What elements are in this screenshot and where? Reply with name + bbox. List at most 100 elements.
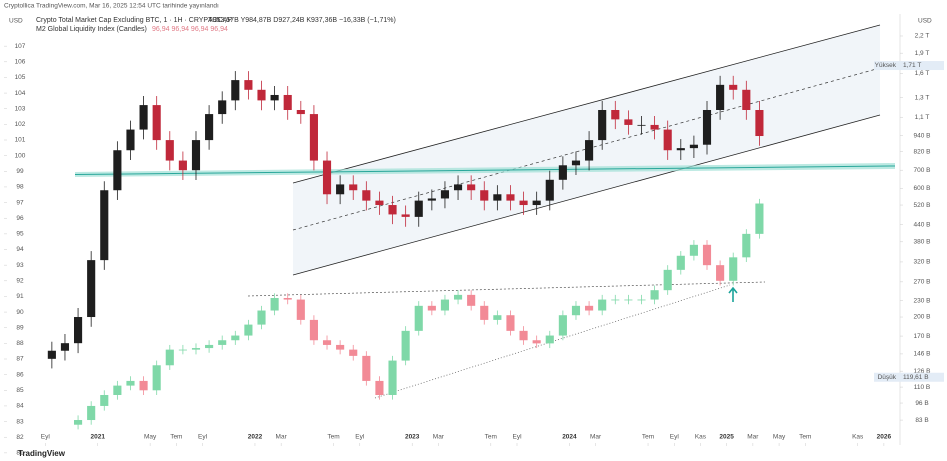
candle-body: [270, 298, 279, 311]
candle-body: [270, 94, 279, 101]
candle-body: [336, 344, 345, 350]
candle-body: [388, 360, 397, 395]
x-tick-label: Mar: [590, 434, 602, 441]
candle-body: [309, 114, 318, 161]
y-tick-label: 106: [15, 59, 26, 66]
candle-body: [257, 310, 266, 325]
candle-body: [585, 305, 594, 311]
candle-body: [545, 179, 554, 201]
y2-tick-label: 1,1 T: [915, 114, 930, 121]
y-tick-label: 102: [15, 121, 26, 128]
channel-upper: [292, 24, 881, 184]
candle-body: [74, 420, 83, 425]
y2-tick-label: 96 B: [915, 400, 928, 407]
candle-body: [47, 350, 56, 359]
candle-body: [755, 109, 764, 137]
x-tick-label: Tem: [642, 434, 654, 441]
candle-body: [362, 190, 371, 201]
y-tick-label: 83: [16, 418, 24, 425]
legend-series-1: M2 Global Liquidity Index (Candles): [36, 26, 147, 33]
candle-body: [519, 200, 528, 206]
y2-tick-label: 380 B: [914, 239, 931, 246]
candle-body: [729, 257, 738, 281]
x-tick-label: 2021: [90, 434, 105, 441]
candle-body: [650, 290, 659, 300]
candle-body: [296, 299, 305, 320]
candle-body: [624, 119, 633, 125]
candle-body: [611, 109, 620, 120]
y2-tick-label: 230 B: [914, 297, 931, 304]
candle-body: [558, 315, 567, 336]
legend-readout-0: A953,57B Y984,87B D927,24B K937,36B −16,…: [208, 17, 396, 24]
x-tick-label: May: [773, 434, 786, 441]
candle-body: [611, 299, 620, 301]
candle-body: [126, 380, 135, 386]
candle-body: [375, 380, 384, 395]
candle-body: [100, 394, 109, 406]
candle-body: [100, 190, 109, 261]
y2-tick-label: 146 B: [914, 351, 931, 358]
candle-body: [467, 294, 476, 306]
y-unit: USD: [9, 18, 23, 25]
y2-tick-label: 820 B: [914, 148, 931, 155]
candle-body: [453, 294, 463, 300]
candle-body: [244, 80, 253, 90]
y2-tick-label: 2,2 T: [915, 33, 930, 40]
candle-body: [506, 194, 515, 201]
candle-body: [74, 317, 83, 344]
candle-body: [742, 89, 751, 110]
candle-body: [322, 160, 332, 195]
candle-body: [624, 299, 633, 301]
price-flag-label: 119,61 B: [903, 374, 929, 381]
x-tick-label: Eyl: [670, 434, 680, 441]
candle-body: [87, 405, 96, 421]
candle-body: [178, 349, 187, 351]
brand: TradingView: [18, 449, 66, 458]
x-tick-label: May: [144, 434, 157, 441]
y-tick-label: 99: [16, 168, 24, 175]
y-tick-label: 82: [16, 434, 24, 441]
price-flag-text: Yüksek: [875, 62, 897, 69]
y-tick-label: 84: [16, 403, 24, 410]
x-tick-label: 2026: [877, 434, 892, 441]
candle-body: [218, 100, 227, 115]
y2-tick-label: 1,3 T: [915, 94, 930, 101]
x-tick-label: 2024: [562, 434, 577, 441]
candle-body: [231, 335, 240, 341]
candle-body: [716, 265, 725, 281]
candle-body: [414, 305, 423, 331]
legend-series-0: Crypto Total Market Cap Excluding BTC, 1…: [36, 17, 232, 24]
x-tick-label: Tem: [170, 434, 182, 441]
candle-body: [309, 319, 318, 341]
candle-body: [702, 109, 712, 145]
y2-tick-label: 320 B: [914, 259, 931, 266]
candle-body: [165, 140, 174, 161]
price-flag-bg: [874, 61, 944, 71]
candle-body: [87, 260, 96, 318]
y-tick-label: 87: [16, 356, 24, 363]
candle-body: [349, 184, 358, 191]
candle-body: [585, 140, 594, 161]
candle-body: [716, 84, 725, 110]
candle-body: [571, 305, 581, 316]
support-line: [74, 165, 896, 175]
candle-body: [126, 129, 135, 151]
candle-body: [336, 184, 345, 195]
candle-body: [165, 349, 174, 366]
y2-tick-label: 520 B: [914, 202, 931, 209]
candle-body: [401, 330, 410, 361]
candle-body: [663, 129, 672, 151]
y2-tick-label: 600 B: [914, 185, 931, 192]
candle-body: [349, 349, 358, 356]
candle-body: [218, 340, 227, 345]
legend-readout-1: 96,94 96,94 96,94 96,94: [152, 26, 228, 33]
y-tick-label: 88: [16, 340, 24, 347]
y-tick-label: 92: [16, 278, 24, 285]
candle-body: [427, 305, 436, 311]
candle-body: [375, 200, 384, 206]
x-tick-label: Eyl: [198, 434, 208, 441]
candle-body: [296, 109, 305, 115]
y2-tick-label: 170 B: [914, 333, 931, 340]
candle-body: [467, 184, 476, 191]
candle-body: [205, 114, 214, 141]
